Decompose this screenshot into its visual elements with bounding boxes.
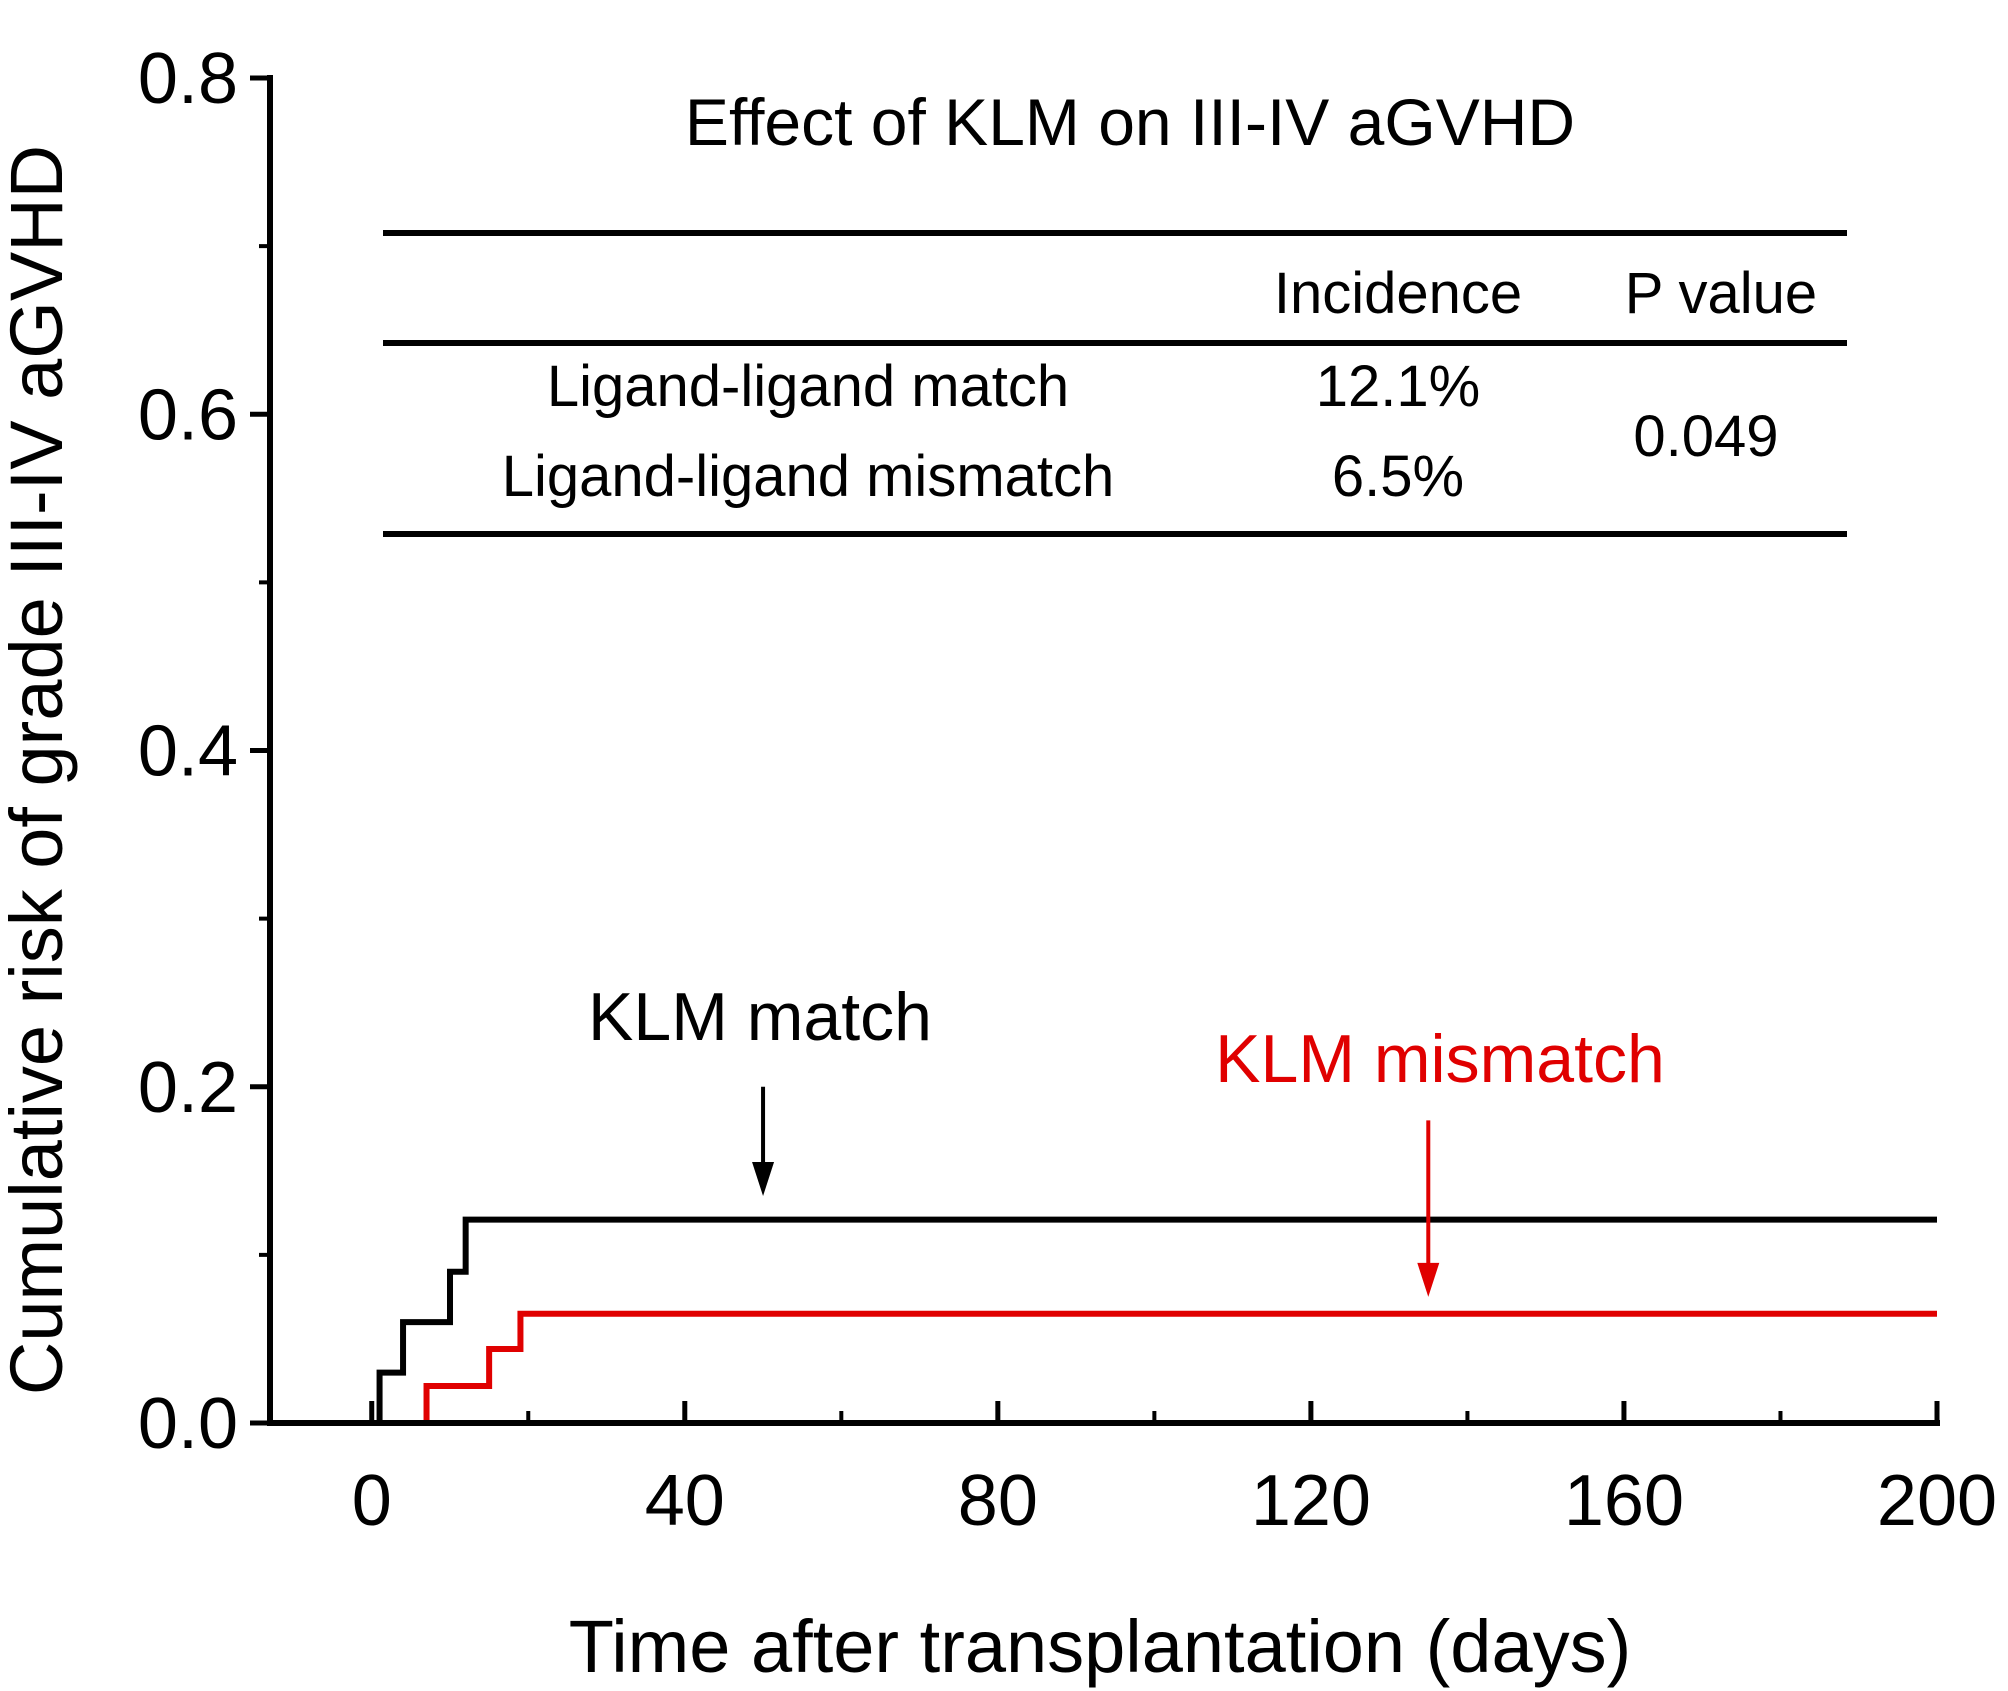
table-row-incidence: 12.1%	[1316, 354, 1480, 419]
series-label-0: KLM match	[588, 979, 932, 1055]
y-tick-label: 0.4	[138, 712, 238, 792]
x-tick-label: 120	[1251, 1461, 1371, 1541]
x-tick-label: 80	[958, 1461, 1038, 1541]
y-tick-label: 0.8	[138, 39, 238, 119]
x-tick-label: 40	[645, 1461, 725, 1541]
axes: 0 40 80 120 160 200 0.0 0.2 0.4 0.6 0.8	[138, 39, 1997, 1541]
x-tick-label: 200	[1877, 1461, 1997, 1541]
chart-title: Effect of KLM on III-IV aGVHD	[685, 85, 1575, 159]
table-row-group: Ligand-ligand match	[547, 354, 1069, 419]
series-arrow-head-0	[752, 1162, 775, 1197]
x-tick-label: 160	[1564, 1461, 1684, 1541]
series-label-1: KLM mismatch	[1215, 1021, 1665, 1097]
table-p-value: 0.049	[1633, 404, 1778, 469]
x-tick-label: 0	[352, 1461, 392, 1541]
y-axis-title: Cumulative risk of grade III-IV aGVHD	[0, 145, 78, 1395]
plot-area: KLM match KLM mismatch	[371, 979, 1937, 1426]
y-tick-label: 0.0	[138, 1384, 238, 1464]
x-axis-title: Time after transplantation (days)	[569, 1605, 1632, 1688]
summary-table: Incidence P value Ligand-ligand match 12.1%…	[383, 230, 1847, 537]
y-tick-label: 0.6	[138, 375, 238, 455]
table-row-group: Ligand-ligand mismatch	[502, 444, 1115, 509]
table-row-incidence: 6.5%	[1332, 444, 1464, 509]
table-header-p-value: P value	[1625, 261, 1817, 326]
y-tick-label: 0.2	[138, 1048, 238, 1128]
table-header-incidence: Incidence	[1274, 261, 1522, 326]
series-arrow-head-1	[1417, 1262, 1440, 1297]
series-line-1	[371, 1310, 1937, 1426]
series-line-0	[371, 1216, 1937, 1426]
